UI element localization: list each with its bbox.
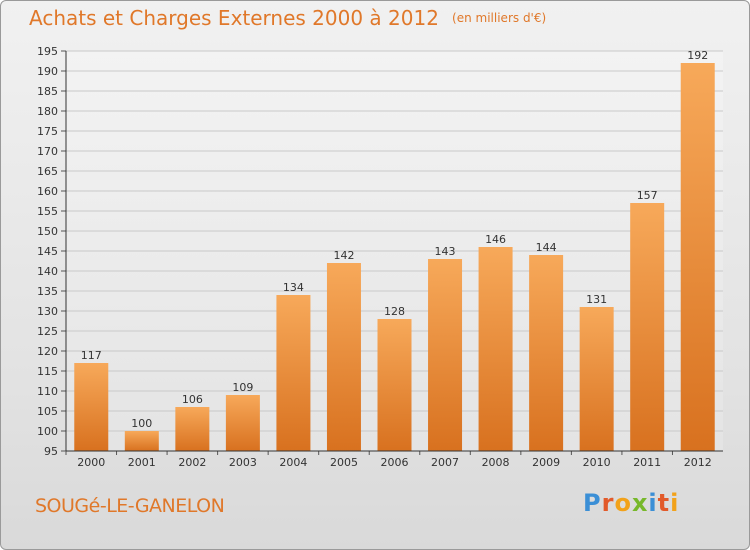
y-tick-label: 95 [44, 445, 58, 458]
x-tick-label: 2012 [684, 456, 712, 469]
bar [529, 255, 564, 451]
data-label: 100 [131, 417, 152, 430]
data-label: 146 [485, 233, 506, 246]
chart-title-text: Achats et Charges Externes 2000 à 2012 [29, 6, 439, 30]
y-tick-label: 180 [37, 105, 58, 118]
y-tick-label: 115 [37, 365, 58, 378]
y-tick-label: 165 [37, 165, 58, 178]
y-tick-label: 150 [37, 225, 58, 238]
y-tick-label: 185 [37, 85, 58, 98]
y-tick-label: 110 [37, 385, 58, 398]
data-label: 131 [586, 293, 607, 306]
proxiti-logo: Proxiti [583, 489, 679, 517]
logo-letter: o [614, 489, 632, 517]
x-tick-label: 2000 [77, 456, 105, 469]
bar [175, 407, 210, 451]
data-label: 128 [384, 305, 405, 318]
y-tick-label: 100 [37, 425, 58, 438]
x-tick-label: 2008 [482, 456, 510, 469]
x-tick-label: 2001 [128, 456, 156, 469]
y-tick-label: 130 [37, 305, 58, 318]
bar [225, 395, 260, 451]
data-label: 106 [182, 393, 203, 406]
bar [680, 63, 715, 451]
chart-unit: (en milliers d'€) [452, 11, 547, 25]
bar [377, 319, 412, 451]
logo-letter: r [601, 489, 615, 517]
data-label: 117 [81, 349, 102, 362]
logo-letter: t [657, 489, 671, 517]
logo-letter: i [670, 489, 680, 517]
bar [478, 247, 513, 451]
y-tick-label: 120 [37, 345, 58, 358]
y-tick-label: 170 [37, 145, 58, 158]
y-tick-label: 140 [37, 265, 58, 278]
x-tick-label: 2004 [279, 456, 307, 469]
data-label: 144 [536, 241, 557, 254]
data-label: 134 [283, 281, 304, 294]
logo-letter: x [631, 489, 649, 517]
x-tick-label: 2011 [633, 456, 661, 469]
bar [276, 295, 311, 451]
logo-letter: i [648, 489, 658, 517]
data-label: 109 [232, 381, 253, 394]
y-tick-label: 175 [37, 125, 58, 138]
y-tick-label: 105 [37, 405, 58, 418]
y-tick-label: 135 [37, 285, 58, 298]
bar [630, 203, 665, 451]
x-tick-label: 2003 [229, 456, 257, 469]
x-tick-label: 2006 [381, 456, 409, 469]
bar [579, 307, 614, 451]
data-label: 157 [637, 189, 658, 202]
bar [326, 263, 361, 451]
x-tick-label: 2002 [178, 456, 206, 469]
y-tick-label: 145 [37, 245, 58, 258]
y-tick-label: 195 [37, 45, 58, 58]
y-tick-label: 160 [37, 185, 58, 198]
chart-title: Achats et Charges Externes 2000 à 2012 (… [29, 6, 546, 30]
bar [428, 259, 463, 451]
x-tick-label: 2010 [583, 456, 611, 469]
commune-name: SOUGé-LE-GANELON [35, 495, 225, 517]
data-label: 142 [333, 249, 354, 262]
data-label: 192 [687, 49, 708, 62]
bar [74, 363, 109, 451]
y-tick-label: 190 [37, 65, 58, 78]
bar [124, 431, 159, 451]
y-tick-label: 155 [37, 205, 58, 218]
data-label: 143 [435, 245, 456, 258]
y-tick-label: 125 [37, 325, 58, 338]
x-tick-label: 2005 [330, 456, 358, 469]
logo-letter: P [583, 489, 602, 517]
x-tick-label: 2007 [431, 456, 459, 469]
x-tick-label: 2009 [532, 456, 560, 469]
